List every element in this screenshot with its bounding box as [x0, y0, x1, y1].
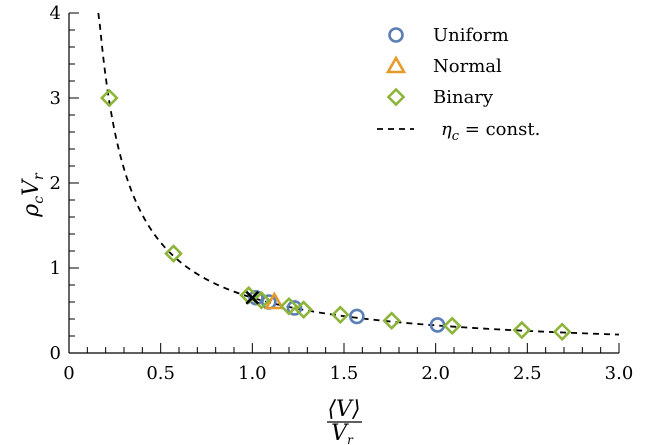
uniform-point	[286, 300, 303, 316]
cross-stroke	[245, 290, 260, 305]
legend-label-normal: Normal	[433, 56, 502, 77]
binary-point	[294, 300, 314, 319]
legend-label-curve: ηc = const.	[441, 119, 540, 144]
y-tick-label: 1	[50, 258, 61, 279]
data-marks	[97, 12, 620, 342]
y-tick-label: 2	[50, 173, 61, 194]
legend-marker-uniform	[388, 27, 404, 43]
binary-point	[252, 290, 271, 310]
binary-point	[164, 244, 183, 263]
x-tick-label: 1.5	[330, 363, 359, 384]
binary-point	[99, 88, 119, 108]
y-axis-label: ρcVr	[19, 172, 47, 218]
legend-marker-normal	[385, 55, 407, 74]
x-label-numerator: ⟨V⟩	[327, 397, 360, 422]
reference-cross-marker	[245, 290, 260, 305]
x-axis-label: ⟨V⟩ Vr	[327, 397, 362, 445]
x-tick-label: 2.0	[421, 363, 450, 384]
y-tick-label: 0	[50, 343, 61, 364]
y-label-sub2: r	[31, 172, 47, 180]
uniform-point	[349, 308, 365, 325]
axes: 0 0.5 1.0 1.5 2.0 2.5 3.0 0 1 2 3 4	[50, 3, 634, 384]
binary-point	[512, 320, 532, 340]
binary-point	[330, 305, 350, 325]
normal-point	[264, 291, 285, 310]
x-tick-label: 0	[63, 363, 74, 384]
x-label-denominator: Vr	[331, 421, 354, 445]
legend-label-uniform: Uniform	[433, 25, 509, 46]
y-label-sub1: c	[31, 196, 47, 204]
binary-point	[382, 311, 402, 331]
y-tick-label: 4	[50, 3, 61, 24]
eta-const-curve	[97, 12, 620, 336]
binary-point	[552, 322, 572, 342]
x-tick-label: 3.0	[605, 363, 634, 384]
legend-label-binary: Binary	[433, 87, 494, 108]
y-tick-label: 3	[50, 88, 61, 109]
binary-point	[442, 316, 462, 336]
binary-point	[279, 296, 299, 316]
x-tick-label: 0.5	[146, 363, 175, 384]
x-tick-label: 2.5	[513, 363, 542, 384]
legend-marker-binary	[386, 87, 406, 107]
legend: Uniform Normal Binary ηc = const.	[377, 25, 540, 144]
x-tick-label: 1.0	[238, 363, 267, 384]
